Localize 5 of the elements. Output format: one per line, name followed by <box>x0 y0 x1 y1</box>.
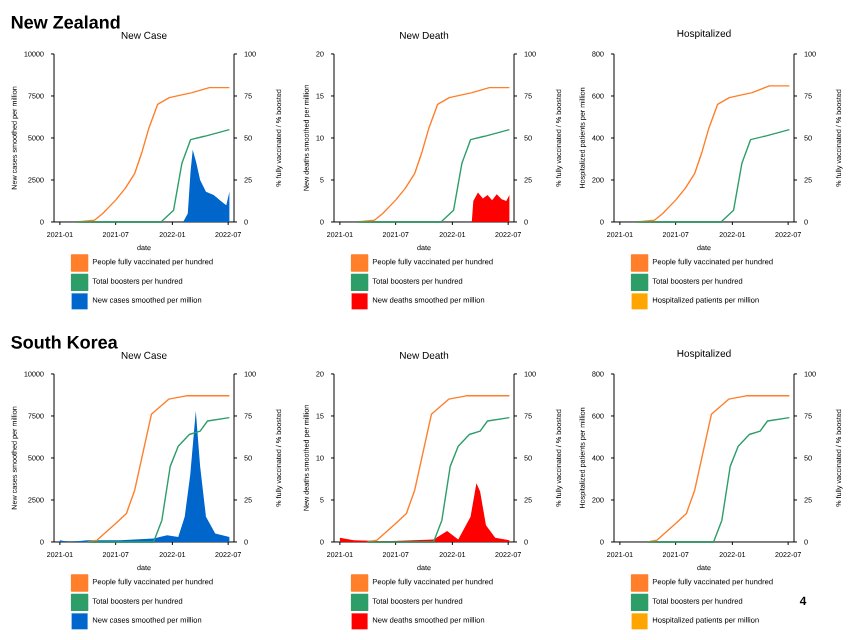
text: New Zealand <box>11 15 120 29</box>
line-series <box>636 128 791 223</box>
line-series <box>356 128 511 223</box>
text: South Korea <box>11 335 118 349</box>
line-series <box>76 128 231 223</box>
